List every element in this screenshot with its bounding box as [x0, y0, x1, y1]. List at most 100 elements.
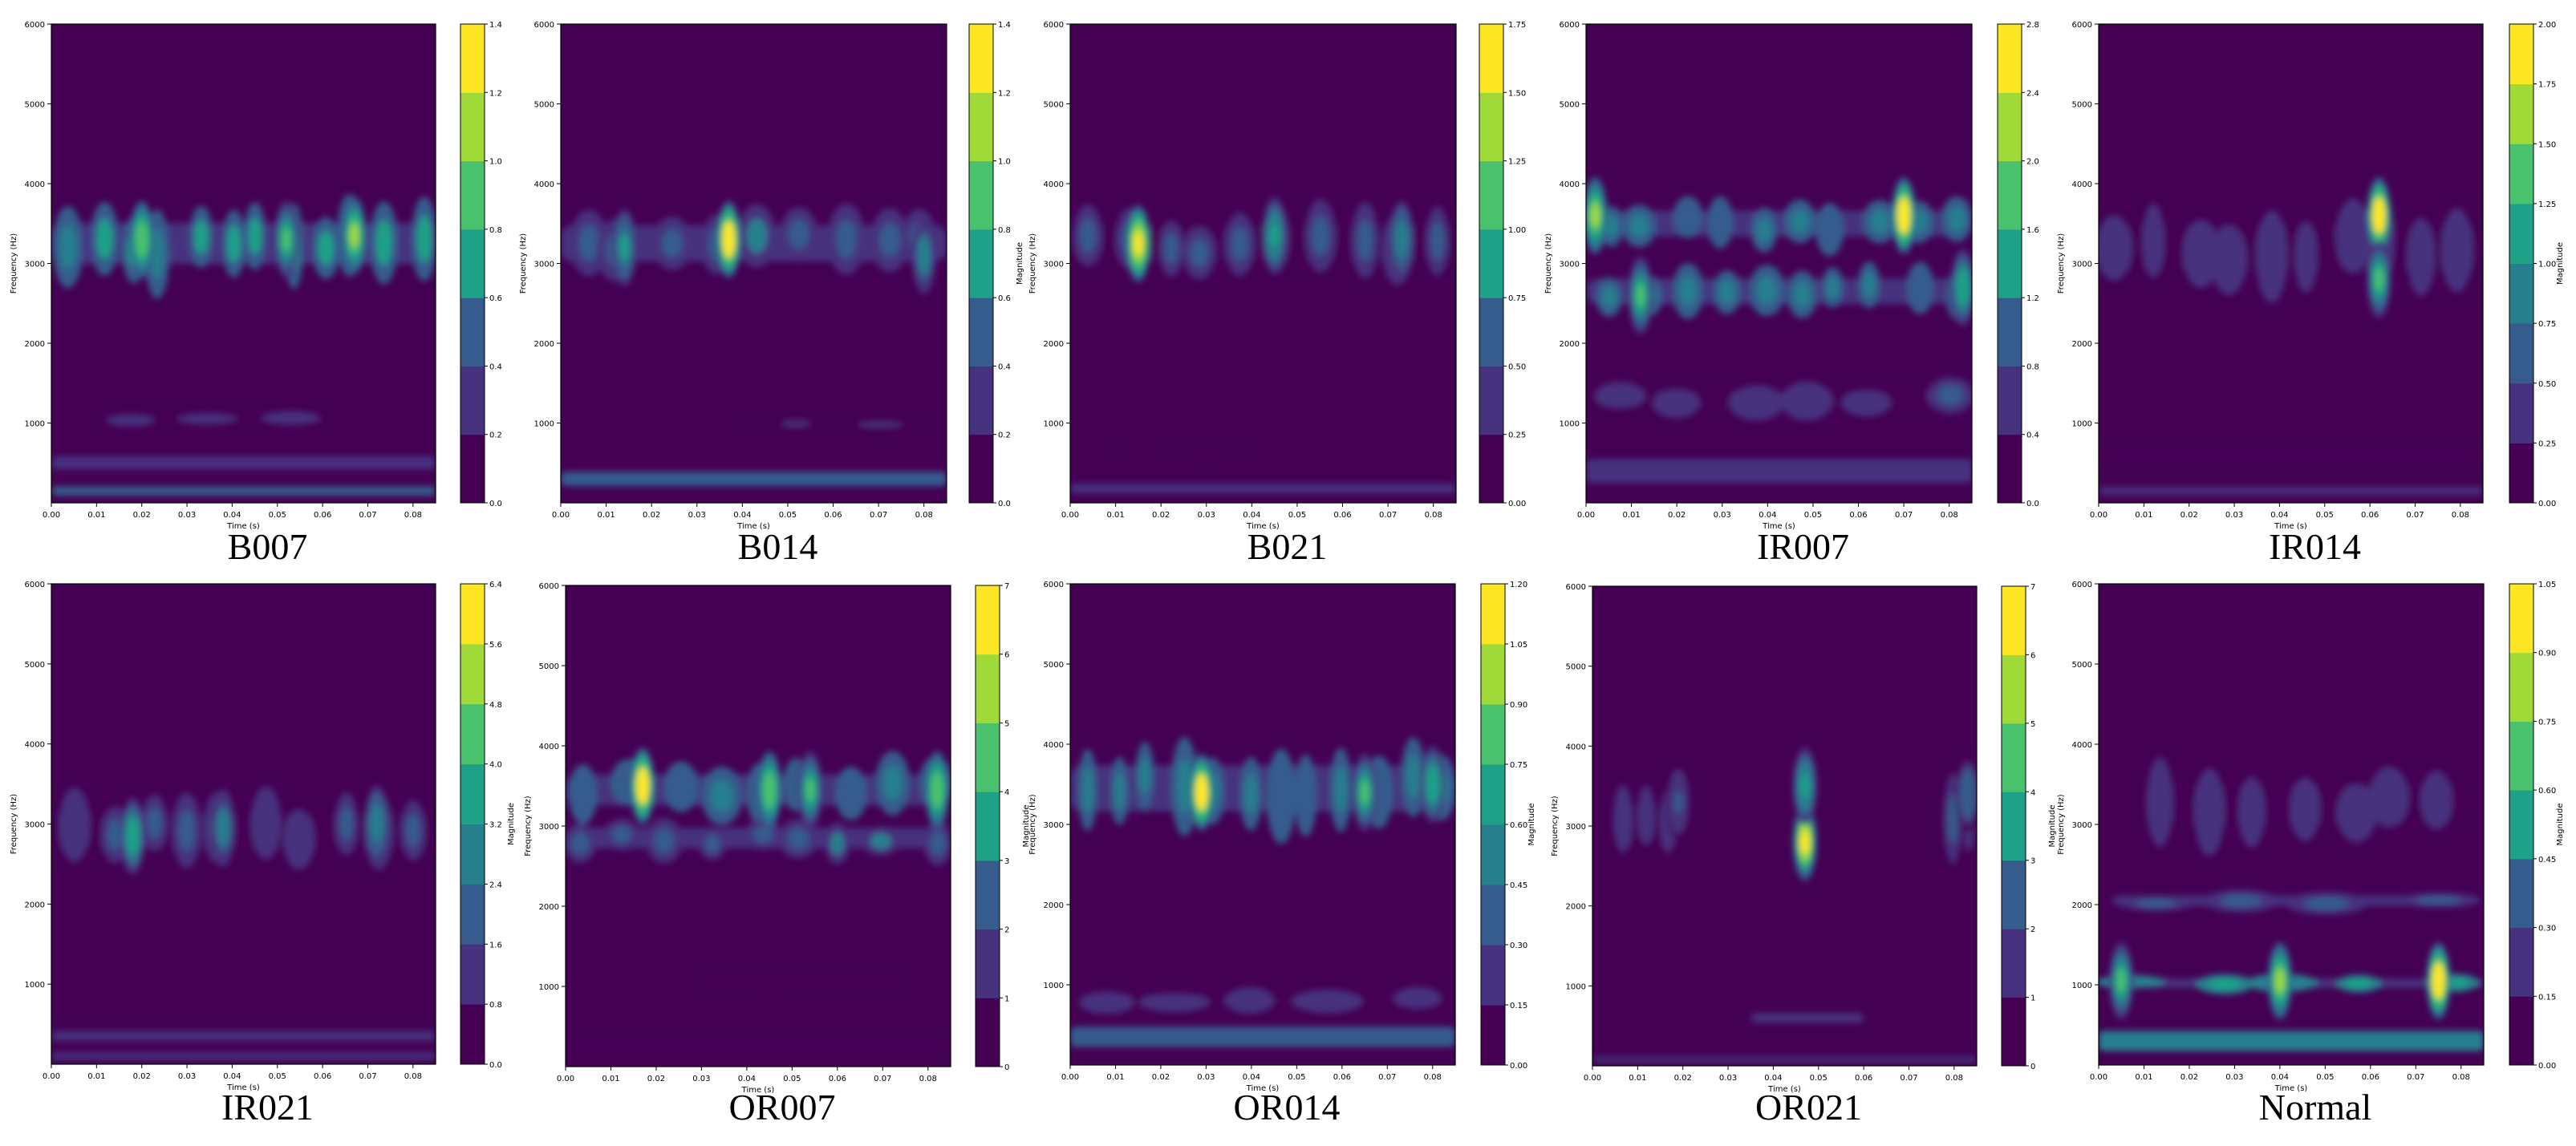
band-blob-core	[781, 420, 810, 427]
energy-band	[1750, 1013, 1864, 1023]
panel-title: IR007	[1757, 526, 1849, 567]
y-axis-label: Frequency (Hz)	[519, 233, 528, 294]
band-blob-core	[178, 809, 195, 852]
hotspot	[2426, 942, 2451, 1019]
plot-area	[1070, 584, 1455, 1065]
hotspot-contour	[1963, 782, 1973, 806]
x-tick-label: 0.04	[738, 1075, 756, 1083]
band-blob-core	[787, 828, 809, 850]
band-blob-core	[1629, 214, 1649, 238]
colorbar-tick-label: 1.6	[489, 941, 502, 950]
energy-band	[1070, 1027, 1455, 1047]
hotspot	[2267, 942, 2292, 1019]
y-tick-label: 4000	[2072, 741, 2092, 750]
colorbar-frame	[975, 585, 1000, 1067]
colorbar-tick-label: 3.2	[489, 821, 502, 830]
hotspot-contour	[128, 824, 137, 848]
colorbar-segment	[1481, 824, 1505, 885]
x-tick-label: 0.05	[783, 1075, 801, 1083]
colorbar-tick-label: 0.2	[998, 431, 1011, 440]
y-tick-label: 4000	[1566, 743, 1586, 751]
x-tick-label: 0.03	[2225, 1073, 2243, 1082]
spectrogram-panel-ir021: 0.00 0.01 0.02 0.03 0.04 0.05 0.06 0.07 0.08 Time…	[10, 581, 516, 1128]
panel-title: OR014	[1234, 1087, 1341, 1128]
band-blob-core	[1741, 393, 1772, 413]
band-blob-core	[1606, 387, 1634, 403]
band-blob-core	[1719, 280, 1735, 305]
x-axis-label: Time (s)	[1762, 522, 1795, 531]
x-tick-label: 0.06	[829, 1075, 846, 1083]
colorbar-segment	[460, 584, 485, 645]
colorbar-tick-label: 1.4	[489, 21, 502, 30]
band-blob-core	[704, 834, 720, 852]
colorbar-tick-label: 0.75	[2538, 718, 2556, 727]
colorbar-tick-label: 1	[2030, 994, 2035, 1003]
energy-band	[1114, 445, 1252, 456]
band-blob-core	[1430, 221, 1444, 261]
colorbar-tick-label: 1.00	[1508, 226, 1526, 235]
band-blob-core	[870, 832, 891, 849]
hotspot	[925, 751, 950, 828]
hotspot-contour	[1428, 772, 1438, 796]
colorbar-segment	[1479, 229, 1503, 298]
y-tick-label: 5000	[1560, 101, 1580, 110]
band-blob-core	[571, 832, 590, 854]
y-axis-label: Frequency (Hz)	[2057, 794, 2066, 855]
x-axis-label: Time (s)	[736, 522, 770, 531]
colorbar-tick-label: 1.0	[489, 158, 502, 167]
colorbar-segment	[460, 643, 485, 705]
x-axis-label: Time (s)	[226, 522, 260, 531]
y-tick-label: 2000	[25, 340, 45, 349]
y-tick-label: 6000	[25, 581, 45, 589]
y-tick-label: 6000	[2072, 21, 2092, 30]
y-tick-label: 4000	[1044, 741, 1064, 750]
x-tick-label: 0.07	[1378, 1073, 1396, 1082]
hotspot	[1126, 204, 1150, 282]
colorbar-segment	[460, 24, 485, 93]
colorbar-segment	[2002, 723, 2026, 792]
band-mark	[51, 1052, 436, 1060]
hotspot-contour	[1397, 228, 1406, 252]
band-blob-core	[1948, 793, 1958, 844]
band-blob-core	[2220, 894, 2262, 908]
hotspot	[1792, 747, 1817, 825]
panel-title: B014	[738, 526, 818, 567]
band-mark	[2099, 1031, 2484, 1051]
y-axis-label: Frequency (Hz)	[1544, 233, 1553, 294]
colorbar-tick-label: 1.75	[1508, 21, 1526, 30]
band-blob-core	[1601, 285, 1617, 308]
hotspot	[797, 751, 822, 828]
colorbar-tick-label: 2.00	[2538, 21, 2556, 30]
spectrogram-panel-b021: 0.00 0.01 0.02 0.03 0.04 0.05 0.06 0.07 0.08 Time…	[1028, 21, 1526, 567]
band-blob-core	[2201, 788, 2218, 836]
y-tick-label: 5000	[2072, 101, 2092, 110]
colorbar-tick-label: 1.75	[2538, 81, 2556, 90]
x-tick-label: 0.08	[404, 511, 422, 520]
colorbar-tick-label: 0.0	[2026, 500, 2039, 508]
colorbar-segment	[1481, 1005, 1505, 1066]
hotspot-contour	[1360, 780, 1369, 804]
hotspot	[716, 200, 741, 278]
band-blob-core	[2136, 899, 2176, 908]
hotspot-contour	[1270, 224, 1280, 248]
band-blob-core	[375, 220, 392, 266]
x-tick-label: 0.04	[733, 511, 751, 520]
colorbar-segment	[969, 160, 993, 230]
colorbar-tick-label: 0.45	[2538, 856, 2556, 865]
band-blob-core	[1164, 233, 1178, 265]
band-blob-core	[2191, 235, 2211, 273]
band-mark	[1070, 484, 1456, 494]
colorbar-segment	[2509, 927, 2533, 997]
hotspot-contour	[932, 778, 942, 802]
colorbar-tick-label: 0.75	[1508, 294, 1526, 303]
colorbar-frame	[968, 23, 994, 504]
hotspot-contour	[2374, 268, 2383, 291]
band-blob-core	[1794, 281, 1811, 308]
colorbar-segment	[976, 998, 1000, 1067]
panel-title: Normal	[2259, 1087, 2372, 1128]
energy-band	[51, 456, 436, 470]
hotspot-contour	[218, 816, 228, 840]
colorbar-segment	[969, 434, 993, 504]
y-tick-label: 1000	[1566, 982, 1586, 991]
y-tick-label: 4000	[1044, 180, 1064, 189]
